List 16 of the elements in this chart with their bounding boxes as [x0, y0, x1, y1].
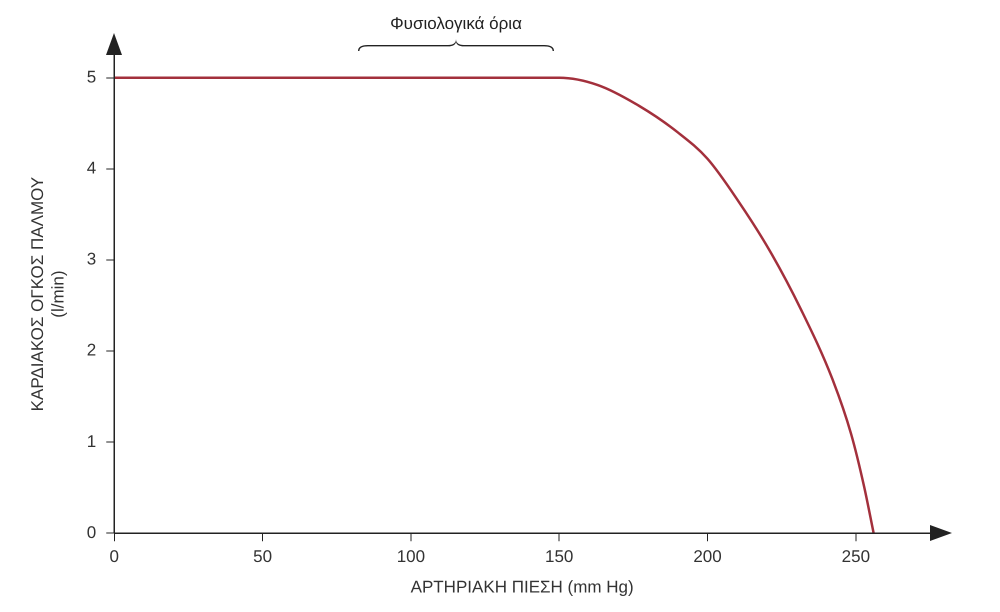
y-tick-label: 1 — [86, 432, 96, 451]
text: Φυσιολογικά όρια — [389, 14, 523, 34]
x-axis-title: ΑΡΤΗΡΙΑΚΗ ΠΙΕΣΗ (mm Hg) — [410, 577, 634, 596]
x-tick-label: 100 — [396, 547, 426, 566]
y-tick-label: 3 — [86, 250, 96, 269]
y-tick-label: 4 — [86, 158, 96, 178]
x-tick-label: 150 — [545, 547, 574, 566]
y-axis-title: ΚΑΡΔΙΑΚΟΣ ΟΓΚΟΣ ΠΑΛΜΟΥ (l/min) — [28, 176, 68, 412]
line-series — [114, 76, 875, 534]
y-tick-label: 5 — [86, 67, 96, 86]
x-tick-label: 200 — [693, 547, 722, 566]
x-tick-label: 50 — [253, 547, 272, 566]
y-tick-label: 0 — [86, 522, 96, 542]
y-tick-label: 2 — [86, 340, 96, 360]
x-tick-label: 0 — [110, 547, 119, 566]
x-tick-label: 250 — [842, 547, 870, 566]
